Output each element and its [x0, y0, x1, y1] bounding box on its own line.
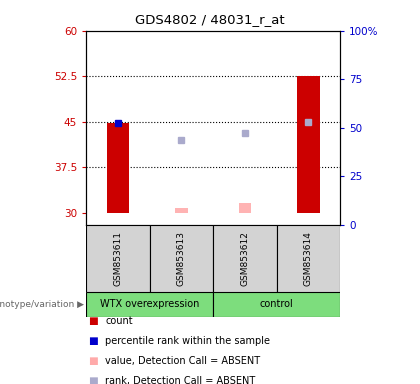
Bar [107, 123, 129, 212]
Text: value, Detection Call = ABSENT: value, Detection Call = ABSENT [105, 356, 260, 366]
Text: genotype/variation ▶: genotype/variation ▶ [0, 300, 84, 309]
Bar [86, 292, 213, 317]
Bar [150, 225, 213, 292]
Text: percentile rank within the sample: percentile rank within the sample [105, 336, 270, 346]
Bar [175, 208, 187, 212]
Text: GSM853611: GSM853611 [113, 231, 122, 286]
Bar [86, 225, 150, 292]
Text: GSM853613: GSM853613 [177, 231, 186, 286]
Bar [213, 225, 277, 292]
Text: GSM853612: GSM853612 [240, 231, 249, 286]
Bar [239, 204, 251, 212]
Text: rank, Detection Call = ABSENT: rank, Detection Call = ABSENT [105, 376, 255, 384]
Bar [213, 292, 340, 317]
Text: WTX overexpression: WTX overexpression [100, 299, 200, 310]
Bar [297, 76, 320, 212]
Text: control: control [260, 299, 294, 310]
Text: ■: ■ [88, 316, 98, 326]
Text: count: count [105, 316, 133, 326]
Text: ■: ■ [88, 376, 98, 384]
Bar [277, 225, 340, 292]
Text: ■: ■ [88, 356, 98, 366]
Text: GSM853614: GSM853614 [304, 231, 313, 286]
Text: GDS4802 / 48031_r_at: GDS4802 / 48031_r_at [135, 13, 285, 26]
Text: ■: ■ [88, 336, 98, 346]
